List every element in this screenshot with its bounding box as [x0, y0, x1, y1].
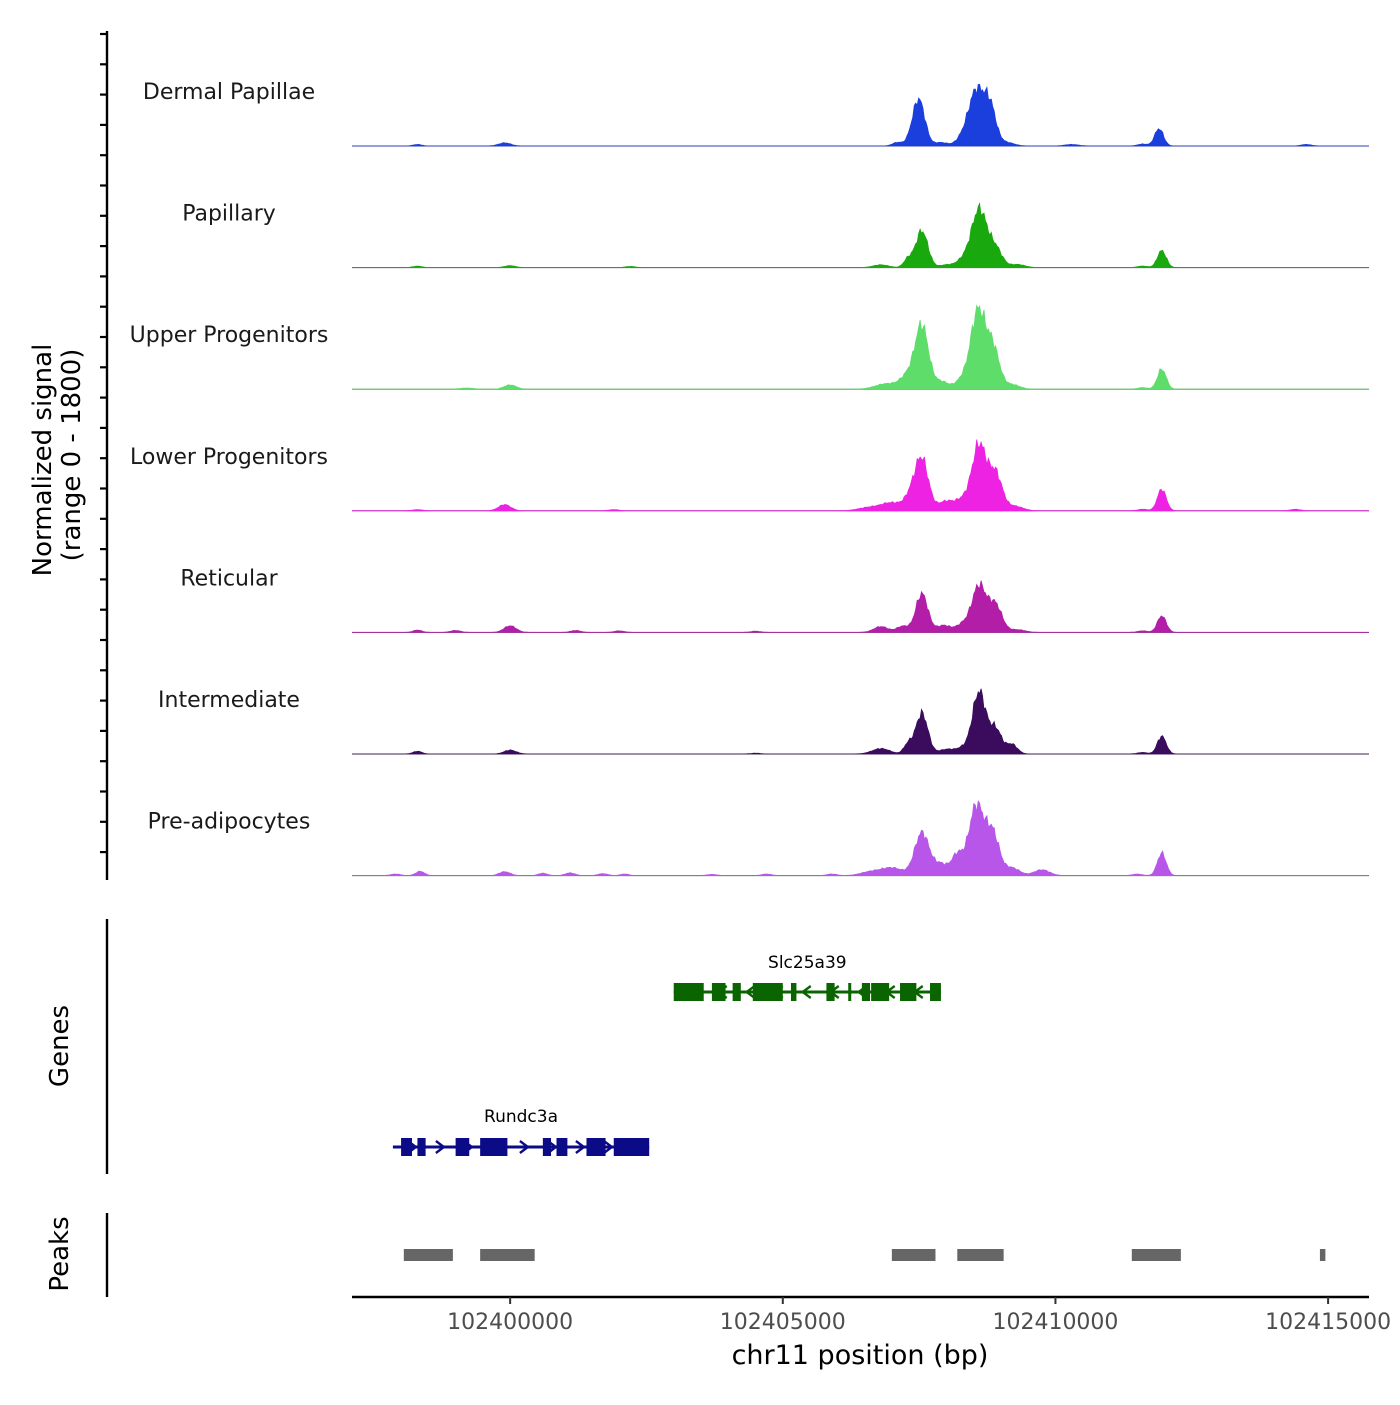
genes-ylabel: Genes [45, 1005, 75, 1087]
x-axis-label: chr11 position (bp) [732, 1340, 989, 1371]
gene-exon [417, 1138, 426, 1156]
coverage-track-2: Upper Progenitors [130, 304, 1369, 390]
coverage-track-3: Lower Progenitors [130, 439, 1369, 512]
track-label: Papillary [182, 202, 276, 227]
x-tick-label: 102410000 [992, 1310, 1118, 1335]
coverage-ylabel-line2: (range 0 - 1800) [57, 349, 87, 562]
peak-region [891, 1249, 936, 1261]
peak-track [403, 1249, 1326, 1261]
gene-exon [861, 983, 871, 1001]
track-label: Reticular [180, 566, 278, 591]
peak-region [480, 1249, 535, 1261]
strand-arrow [575, 1140, 586, 1154]
gene-exon [848, 983, 852, 1001]
coverage-area-6 [352, 799, 1369, 876]
coverage-area-4 [352, 580, 1369, 633]
axes-layer: 102400000 102405000 102410000 102415000 [100, 31, 1391, 1335]
x-tick-label: 102400000 [447, 1310, 573, 1335]
gene-exon [790, 983, 797, 1001]
gene-exon [455, 1138, 470, 1156]
coverage-area-2 [352, 304, 1369, 390]
track-label: Dermal Papillae [143, 80, 315, 105]
coverage-track-4: Reticular [180, 566, 1369, 633]
gene-exon [930, 983, 941, 1001]
gene-exon [556, 1138, 568, 1156]
coverage-area-5 [352, 688, 1369, 755]
strand-arrow [435, 1140, 446, 1154]
gene-exon [586, 1138, 606, 1156]
gene-label: Rundc3a [484, 1107, 558, 1127]
gene-exon [401, 1138, 412, 1156]
gene-0: Slc25a39 [673, 953, 941, 1001]
gene-exon [480, 1138, 508, 1156]
gene-exon [732, 983, 741, 1001]
gene-exon [542, 1138, 552, 1156]
strand-arrow [519, 1140, 530, 1154]
track-label: Upper Progenitors [130, 323, 329, 348]
peak-region [957, 1249, 1004, 1261]
gene-track: Slc25a39 Rundc3a [392, 953, 941, 1156]
track-label: Lower Progenitors [130, 445, 328, 470]
gene-exon [900, 983, 917, 1001]
x-tick-label: 102415000 [1265, 1310, 1391, 1335]
peak-region [1319, 1249, 1326, 1261]
gene-exon [871, 983, 890, 1001]
gene-exon [752, 983, 783, 1001]
gene-1: Rundc3a [392, 1107, 650, 1156]
coverage-track-6: Pre-adipocytes [148, 799, 1369, 877]
coverage-area-0 [352, 83, 1369, 147]
coverage-area-1 [352, 202, 1369, 268]
gene-exon [613, 1138, 650, 1156]
coverage-track-0: Dermal Papillae [143, 80, 1369, 147]
gene-exon [826, 983, 835, 1001]
gene-label: Slc25a39 [768, 953, 847, 973]
track-label: Pre-adipocytes [148, 810, 311, 835]
gene-exon [711, 983, 726, 1001]
x-tick-label: 102405000 [720, 1310, 846, 1335]
peaks-ylabel: Peaks [45, 1216, 75, 1291]
coverage-track-1: Papillary [182, 202, 1369, 269]
strand-arrow [744, 985, 756, 999]
gene-exon [673, 983, 704, 1001]
track-label: Intermediate [158, 688, 300, 713]
coverage-ylabel-line1: Normalized signal [28, 344, 58, 577]
coverage-tracks: Dermal Papillae Papillary Upper Progenitor… [130, 80, 1369, 877]
peak-region [1131, 1249, 1181, 1261]
coverage-area-3 [352, 439, 1369, 512]
strand-arrow [800, 985, 812, 999]
strand-arrow [603, 1140, 614, 1154]
coverage-track-5: Intermediate [158, 688, 1369, 755]
peak-region [403, 1249, 453, 1261]
